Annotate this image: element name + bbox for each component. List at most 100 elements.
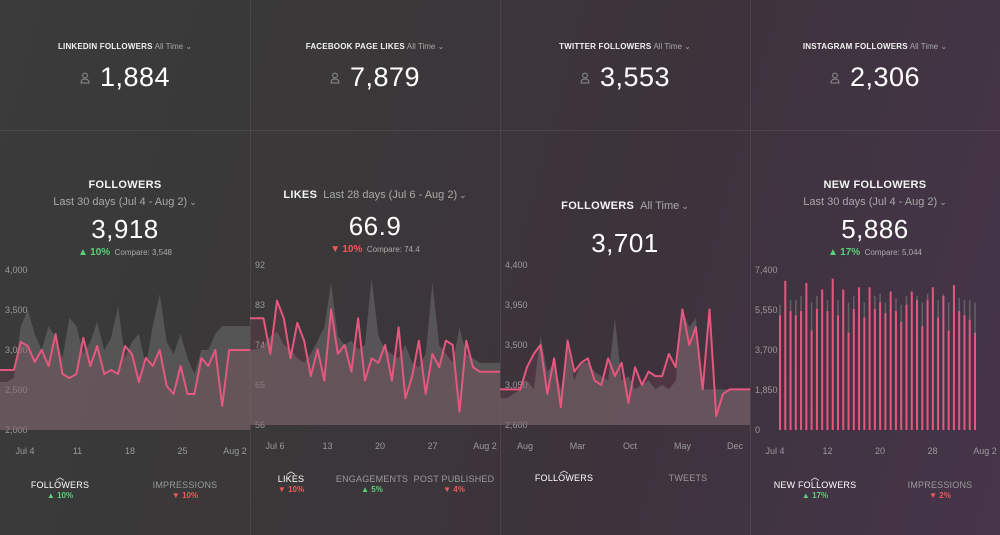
chevron-down-icon: ⌄ [189, 197, 197, 207]
x-tick-label: 12 [822, 446, 832, 456]
instagram-followers-widget[interactable]: INSTAGRAM FOLLOWERS All Time ⌄ 2,306 [750, 36, 1000, 93]
tab-delta: ▲ 17% [770, 491, 860, 500]
tab-impressions[interactable]: IMPRESSIONS ▼ 10% [140, 470, 230, 500]
bar [947, 330, 950, 430]
title-row: LIKES Last 28 days (Jul 6 - Aug 2) ⌄ [250, 185, 500, 203]
y-tick-label: 3,500 [505, 340, 528, 350]
caret-up-icon: ︿ [55, 472, 65, 482]
chevron-down-icon: ⌄ [681, 201, 689, 211]
panel-header: LIKES Last 28 days (Jul 6 - Aug 2) ⌄ 66.9 … [250, 185, 500, 255]
stat-value: 1,884 [99, 62, 171, 92]
x-tick-label: 18 [125, 446, 135, 456]
tab-label: LIKES [277, 474, 305, 484]
followers-chart-panel: FOLLOWERS Last 30 days (Jul 4 - Aug 2) ⌄ … [0, 130, 250, 535]
x-tick-label: Aug 2 [223, 446, 247, 456]
y-tick-label: 5,550 [755, 305, 778, 315]
series-area [0, 334, 250, 430]
arrow-up-icon: ▲ [361, 485, 372, 494]
bar [889, 291, 892, 430]
bar [842, 289, 845, 430]
tab-label: NEW FOLLOWERS [773, 480, 857, 490]
y-tick-label: 3,000 [5, 345, 28, 355]
bar [794, 315, 797, 430]
range-label: Last 30 days (Jul 4 - Aug 2) [803, 196, 938, 208]
tab-delta-value: 4% [453, 485, 465, 494]
column-divider [500, 0, 501, 535]
y-tick-label: 4,400 [505, 260, 528, 270]
bar [916, 300, 919, 430]
tab-engagements[interactable]: ENGAGEMENTS ▲ 5% [334, 464, 410, 494]
bar [852, 308, 855, 430]
tab-delta: ▲ 5% [334, 485, 410, 494]
y-tick-label: 74 [255, 340, 265, 350]
range-label: All Time [406, 42, 436, 51]
x-tick-label: Jul 6 [265, 441, 284, 451]
bar [958, 311, 961, 430]
range-selector[interactable]: All Time ⌄ [640, 200, 689, 212]
y-tick-label: 1,850 [755, 385, 778, 395]
tab-followers[interactable]: ︿ FOLLOWERS [524, 463, 604, 483]
x-tick-label: Jul 4 [15, 446, 34, 456]
x-tick-label: 13 [322, 441, 332, 451]
range-selector[interactable]: All Time ⌄ [155, 42, 192, 51]
tab-post-published[interactable]: POST PUBLISHED ▼ 4% [412, 464, 496, 494]
stat-title: TWITTER FOLLOWERS [559, 42, 652, 51]
y-tick-label: 83 [255, 300, 265, 310]
x-tick-label: Aug 2 [473, 441, 497, 451]
chevron-down-icon: ⌄ [684, 42, 691, 51]
x-tick-label: 25 [177, 446, 187, 456]
metric-value: 3,701 [591, 228, 659, 258]
bar [863, 317, 866, 430]
bar [968, 319, 971, 430]
stat-title: LINKEDIN FOLLOWERS [57, 42, 153, 51]
tab-likes[interactable]: ︿ LIKES ▼ 10% [266, 464, 316, 494]
facebook-page-likes-widget[interactable]: FACEBOOK PAGE LIKES All Time ⌄ 7,879 [250, 36, 500, 93]
tab-followers[interactable]: ︿ FOLLOWERS ▲ 10% [20, 470, 100, 500]
arrow-down-icon: ▼ [171, 491, 183, 500]
range-selector[interactable]: Last 30 days (Jul 4 - Aug 2) ⌄ [0, 196, 250, 208]
caret-up-icon: ︿ [810, 472, 820, 482]
bar [921, 326, 924, 430]
panel-title: FOLLOWERS [561, 200, 635, 212]
linkedin-followers-widget[interactable]: LINKEDIN FOLLOWERS All Time ⌄ 1,884 [0, 36, 250, 93]
bar [900, 321, 903, 430]
new-followers-chart-panel: NEW FOLLOWERS Last 30 days (Jul 4 - Aug … [750, 130, 1000, 535]
compare-value: Compare: 5,044 [864, 248, 922, 257]
arrow-up-icon: ▲ [46, 491, 58, 500]
tab-tweets[interactable]: TWEETS [650, 463, 726, 483]
twitter-followers-widget[interactable]: TWITTER FOLLOWERS All Time ⌄ 3,553 [500, 36, 750, 93]
y-tick-label: 3,500 [5, 305, 28, 315]
bar [810, 330, 813, 430]
range-selector[interactable]: Last 30 days (Jul 4 - Aug 2) ⌄ [750, 196, 1000, 208]
chevron-down-icon: ⌄ [940, 42, 948, 51]
range-selector[interactable]: All Time ⌄ [407, 42, 444, 51]
tab-label: FOLLOWERS [534, 473, 594, 483]
x-tick-label: 27 [427, 441, 437, 451]
comparison-area [0, 294, 250, 430]
tab-delta-value: 10% [57, 491, 74, 500]
x-tick-label: Jul 4 [765, 446, 784, 456]
y-tick-label: 3,950 [505, 300, 528, 310]
bar [836, 315, 839, 430]
series-line [250, 299, 500, 413]
caret-up-icon: ︿ [559, 465, 569, 475]
bar [815, 308, 818, 430]
row-divider [0, 130, 1000, 131]
x-tick-label: 20 [375, 441, 385, 451]
y-tick-label: 7,400 [755, 265, 778, 275]
range-selector[interactable]: All Time ⌄ [910, 42, 947, 51]
range-selector[interactable]: All Time ⌄ [653, 42, 690, 51]
comparison-area [250, 278, 500, 425]
delta-percent: 10% [90, 247, 111, 258]
range-label: All Time [653, 42, 682, 51]
tab-new-followers[interactable]: ︿ NEW FOLLOWERS ▲ 17% [770, 470, 860, 500]
tab-delta-value: 10% [288, 485, 305, 494]
metric-value: 5,886 [841, 214, 909, 244]
column-divider [750, 0, 751, 535]
x-tick-label: 20 [875, 446, 885, 456]
range-selector[interactable]: Last 28 days (Jul 6 - Aug 2) ⌄ [323, 189, 466, 201]
chevron-down-icon: ⌄ [437, 42, 445, 51]
tab-impressions[interactable]: IMPRESSIONS ▼ 2% [900, 470, 980, 500]
caret-up-icon: ︿ [286, 466, 296, 476]
